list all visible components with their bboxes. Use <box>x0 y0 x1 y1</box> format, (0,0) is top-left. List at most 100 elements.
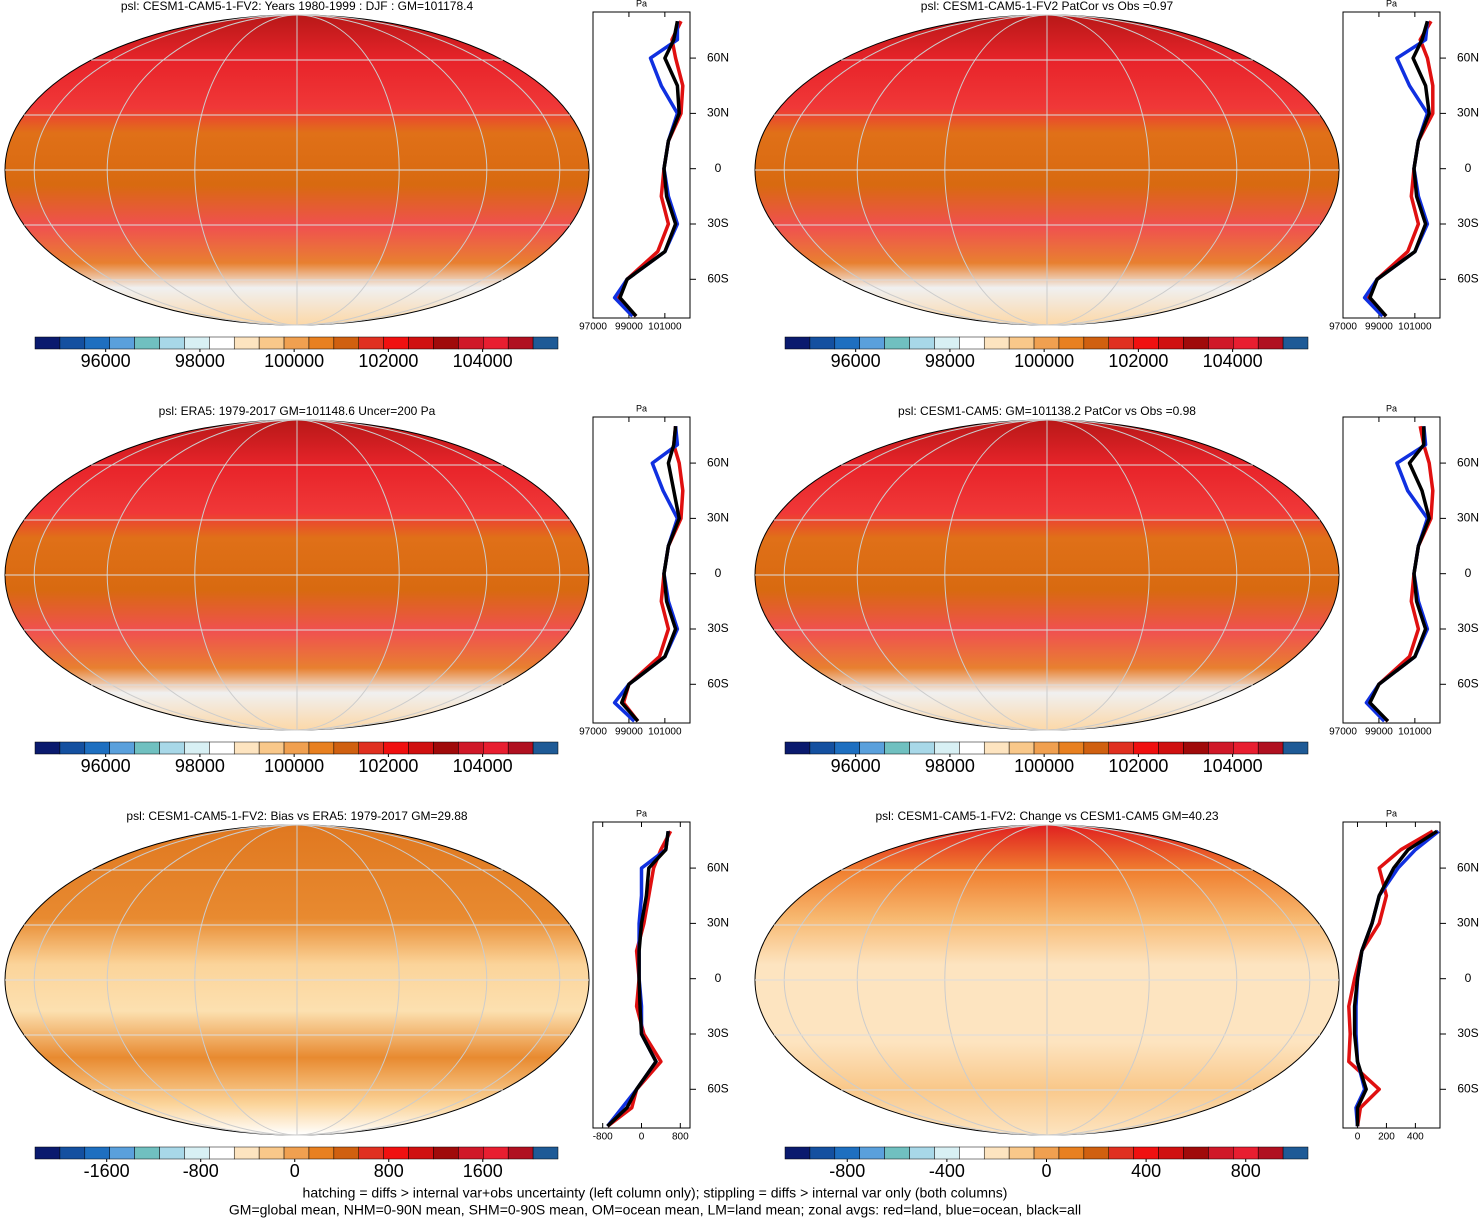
colorbar-box <box>1233 336 1259 350</box>
colorbar-label: 102000 <box>358 351 418 371</box>
colorbar-label: 800 <box>374 1161 404 1181</box>
colorbar-label: -400 <box>929 1161 965 1181</box>
colorbar-box <box>1257 1146 1284 1160</box>
colorbar-box <box>1183 741 1209 755</box>
x-tick-label: 0 <box>1355 1132 1361 1143</box>
colorbar-box <box>1208 1146 1234 1160</box>
colorbar-label: -1600 <box>84 1161 130 1181</box>
zonal-unit: Pa <box>636 0 647 8</box>
zonal-line <box>618 20 681 318</box>
colorbar-box <box>532 336 559 350</box>
colorbar-box <box>934 741 960 755</box>
colorbar-box <box>909 741 935 755</box>
zonal-frame <box>592 11 691 319</box>
x-tick-label: 101000 <box>648 322 682 333</box>
colorbar-label: 100000 <box>1014 351 1074 371</box>
colorbar-label: -800 <box>829 1161 865 1181</box>
colorbar-box <box>507 336 534 350</box>
colorbar-box <box>59 1146 86 1160</box>
zonal-line <box>606 830 670 1128</box>
colorbar-box <box>233 336 260 350</box>
x-tick-label: 97000 <box>579 727 607 738</box>
map-title: psl: CESM1-CAM5: GM=101138.2 PatCor vs O… <box>898 404 1196 418</box>
colorbar-box <box>433 741 459 755</box>
colorbar-box <box>532 1146 559 1160</box>
colorbar-box <box>1108 741 1134 755</box>
colorbar-label: 104000 <box>453 756 513 776</box>
colorbar-box <box>458 336 484 350</box>
colorbar-box <box>308 1146 335 1160</box>
colorbar-label: -800 <box>183 1161 219 1181</box>
y-tick-label: 30N <box>1457 106 1479 120</box>
x-tick-label: 97000 <box>1329 727 1357 738</box>
map-title: psl: ERA5: 1979-2017 GM=101148.6 Uncer=2… <box>159 404 436 418</box>
colorbar-box <box>1282 1146 1309 1160</box>
colorbar-box <box>209 1146 235 1160</box>
colorbar-box <box>408 336 434 350</box>
colorbar-box <box>1008 336 1035 350</box>
zonal-unit: Pa <box>1386 808 1397 818</box>
colorbar-box <box>109 336 135 350</box>
colorbar-box <box>1208 336 1234 350</box>
colorbar-box <box>834 336 860 350</box>
colorbar-box <box>283 741 310 755</box>
colorbar-box <box>1183 1146 1209 1160</box>
zonal-line <box>1352 829 1439 1127</box>
colorbar-box <box>59 741 86 755</box>
x-tick-label: 101000 <box>1398 322 1432 333</box>
colorbar-box <box>934 336 960 350</box>
colorbar-label: 98000 <box>925 756 975 776</box>
colorbar-box <box>507 1146 534 1160</box>
colorbar-label: 102000 <box>358 756 418 776</box>
map-title: psl: CESM1-CAM5-1-FV2 PatCor vs Obs =0.9… <box>921 0 1174 13</box>
x-tick-label: 99000 <box>1365 322 1393 333</box>
colorbar-label: 104000 <box>453 351 513 371</box>
colorbar-box <box>134 1146 160 1160</box>
colorbar-box <box>983 336 1010 350</box>
zonal-line <box>1354 829 1440 1127</box>
y-tick-label: 60N <box>1457 455 1479 469</box>
colorbar-box <box>458 1146 484 1160</box>
colorbar-box <box>483 741 509 755</box>
y-tick-label: 60S <box>707 676 728 690</box>
colorbar-box <box>859 741 885 755</box>
y-tick-label: 30N <box>1457 511 1479 525</box>
colorbar-box <box>159 1146 185 1160</box>
x-tick-label: 99000 <box>615 727 643 738</box>
colorbar-label: 98000 <box>175 756 225 776</box>
colorbar-box <box>184 336 210 350</box>
x-tick-label: 101000 <box>648 727 682 738</box>
colorbar-box <box>909 1146 935 1160</box>
colorbar-box <box>1058 741 1085 755</box>
colorbar-box <box>59 336 86 350</box>
colorbar-box <box>258 336 285 350</box>
colorbar-box <box>859 1146 885 1160</box>
y-tick-label: 0 <box>715 161 722 175</box>
colorbar-box <box>233 1146 260 1160</box>
colorbar-label: 98000 <box>925 351 975 371</box>
colorbar-box <box>184 741 210 755</box>
colorbar-box <box>358 336 384 350</box>
colorbar-box <box>358 741 384 755</box>
colorbar-box <box>1083 1146 1110 1160</box>
colorbar-label: 100000 <box>264 756 324 776</box>
colorbar-box <box>283 1146 310 1160</box>
zonal-line <box>619 426 681 723</box>
y-tick-label: 30N <box>1457 916 1479 930</box>
colorbar-box <box>884 741 910 755</box>
y-tick-label: 0 <box>1465 566 1472 580</box>
zonal-line <box>614 20 685 318</box>
colorbar-box <box>784 1146 811 1160</box>
colorbar-box <box>1282 741 1309 755</box>
colorbar-box <box>809 741 836 755</box>
y-tick-label: 30S <box>1457 216 1478 230</box>
y-tick-label: 60N <box>1457 50 1479 64</box>
colorbar-box <box>358 1146 384 1160</box>
colorbar-box <box>483 336 509 350</box>
y-tick-label: 30N <box>707 106 729 120</box>
colorbar-box <box>909 336 935 350</box>
x-tick-label: 400 <box>1407 1132 1424 1143</box>
colorbar-box <box>934 1146 960 1160</box>
colorbar-box <box>109 1146 135 1160</box>
colorbar-box <box>408 741 434 755</box>
